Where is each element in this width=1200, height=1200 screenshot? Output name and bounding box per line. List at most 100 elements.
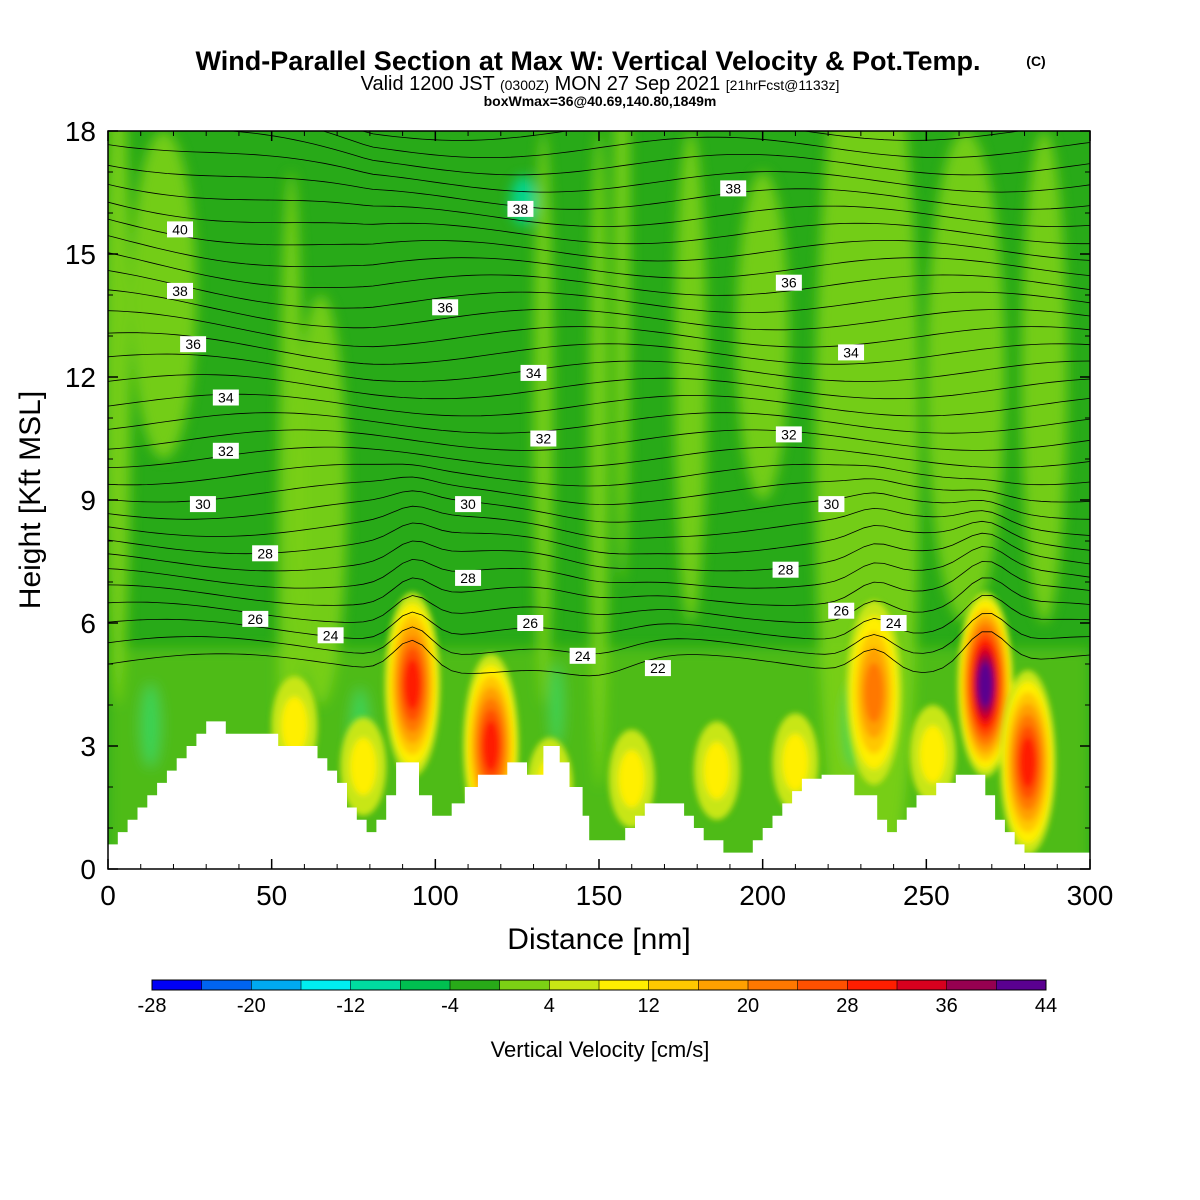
colorbar-swatch <box>847 980 897 990</box>
svg-text:26: 26 <box>248 611 264 627</box>
colorbar-swatch <box>748 980 798 990</box>
theta-label: 40 <box>167 221 194 238</box>
svg-text:32: 32 <box>536 431 552 447</box>
forecast-info: [21hrFcst@1133z] <box>726 77 840 93</box>
colorbar-label: Vertical Velocity [cm/s] <box>491 1037 710 1062</box>
y-tick-label: 3 <box>80 731 96 762</box>
theta-label: 24 <box>569 647 596 664</box>
theta-label: 26 <box>828 602 855 619</box>
theta-label: 34 <box>212 389 239 406</box>
y-tick-label: 12 <box>65 362 96 393</box>
theta-label: 38 <box>720 180 747 197</box>
theta-label: 36 <box>180 336 207 353</box>
theta-label: 28 <box>455 569 482 586</box>
x-tick-label: 50 <box>256 880 287 911</box>
svg-text:30: 30 <box>824 496 840 512</box>
svg-text:38: 38 <box>172 283 188 299</box>
x-axis-label: Distance [nm] <box>507 923 690 956</box>
x-tick-label: 250 <box>903 880 950 911</box>
svg-text:24: 24 <box>575 648 591 664</box>
colorbar-swatch <box>450 980 500 990</box>
plot-area: 40 38 36 34 32 30 28 26 24 38 36 34 32 30 28 26 24 22 38 36… <box>108 131 1090 869</box>
colorbar-tick-label: -12 <box>336 995 365 1017</box>
copyright-mark: (C) <box>1026 53 1045 69</box>
y-tick-label: 9 <box>80 485 96 516</box>
box-wmax-info: boxWmax=36@40.69,140.80,1849m <box>484 93 717 109</box>
svg-text:36: 36 <box>437 299 453 315</box>
svg-text:36: 36 <box>781 275 797 291</box>
svg-text:28: 28 <box>460 570 476 586</box>
y-tick-label: 18 <box>65 116 96 147</box>
theta-label: 30 <box>818 496 845 513</box>
colorbar-tick-label: 12 <box>638 995 660 1017</box>
colorbar-tick-label: 28 <box>836 995 858 1017</box>
theta-label: 32 <box>212 442 239 459</box>
theta-label: 34 <box>520 364 547 381</box>
theta-label: 26 <box>517 615 544 631</box>
theta-label: 32 <box>775 426 802 443</box>
svg-text:22: 22 <box>650 660 666 676</box>
zulu-time: (0300Z) <box>500 77 549 93</box>
colorbar-tick-label: -28 <box>138 995 167 1017</box>
svg-text:32: 32 <box>218 443 234 459</box>
theta-label: 30 <box>189 496 216 513</box>
svg-text:26: 26 <box>522 615 538 631</box>
theta-label: 36 <box>775 274 802 291</box>
colorbar-tick-label: -20 <box>237 995 266 1017</box>
colorbar-swatch <box>698 980 748 990</box>
valid-time: Valid 1200 JST <box>361 73 495 95</box>
colorbar-swatch <box>251 980 301 990</box>
colorbar-tick-label: 4 <box>544 995 555 1017</box>
theta-label: 32 <box>530 430 557 447</box>
svg-text:32: 32 <box>781 426 797 442</box>
x-tick-label: 100 <box>412 880 459 911</box>
theta-label: 24 <box>317 627 344 644</box>
y-axis-label: Height [Kft MSL] <box>14 391 47 609</box>
y-tick-label: 0 <box>80 854 96 885</box>
x-axis: 0 50 100 150 200 250 300 <box>100 131 1113 911</box>
theta-contour-labels: 40 38 36 34 32 30 28 26 24 38 36 34 32 30 28 26 24 22 38 36… <box>167 180 907 677</box>
svg-text:34: 34 <box>218 390 234 406</box>
theta-label: 28 <box>252 545 279 562</box>
velocity-field <box>108 131 1090 869</box>
chart-title: Wind-Parallel Section at Max W: Vertical… <box>196 46 981 76</box>
svg-text:28: 28 <box>778 562 794 578</box>
x-tick-label: 300 <box>1067 880 1114 911</box>
chart-subtitle: Valid 1200 JST (0300Z) MON 27 Sep 2021 [… <box>361 73 840 95</box>
colorbar-swatch <box>499 980 550 990</box>
colorbar-tick-label: 20 <box>737 995 759 1017</box>
colorbar-swatch <box>400 980 450 990</box>
theta-label: 36 <box>432 299 459 316</box>
colorbar-swatch <box>946 980 997 990</box>
theta-label: 30 <box>455 496 482 513</box>
theta-label: 26 <box>242 610 269 627</box>
theta-label: 38 <box>167 282 194 299</box>
colorbar-swatch <box>201 980 252 990</box>
theta-label: 28 <box>772 561 799 578</box>
svg-text:36: 36 <box>185 336 201 352</box>
theta-label: 24 <box>880 615 907 631</box>
theta-label: 34 <box>838 344 865 361</box>
colorbar: -28 -20 -12 -4 4 12 20 28 36 44 <box>138 979 1057 1017</box>
colorbar-swatch <box>897 980 947 990</box>
svg-text:26: 26 <box>833 603 849 619</box>
theta-label: 22 <box>644 660 671 677</box>
svg-text:38: 38 <box>513 201 529 217</box>
theta-label: 38 <box>507 200 534 217</box>
svg-text:38: 38 <box>725 180 741 196</box>
svg-text:24: 24 <box>886 615 902 631</box>
colorbar-swatch <box>996 980 1046 990</box>
svg-text:34: 34 <box>526 365 542 381</box>
svg-text:30: 30 <box>460 496 476 512</box>
svg-text:30: 30 <box>195 496 211 512</box>
colorbar-swatch <box>599 980 649 990</box>
colorbar-tick-label: 36 <box>936 995 958 1017</box>
x-tick-label: 200 <box>739 880 786 911</box>
theta-contours <box>108 131 1090 677</box>
colorbar-tick-label: 44 <box>1035 995 1057 1017</box>
colorbar-swatch <box>797 980 848 990</box>
y-tick-label: 15 <box>65 239 96 270</box>
svg-text:24: 24 <box>323 627 339 643</box>
y-axis: 0 36 9 12 15 18 <box>65 116 1090 885</box>
